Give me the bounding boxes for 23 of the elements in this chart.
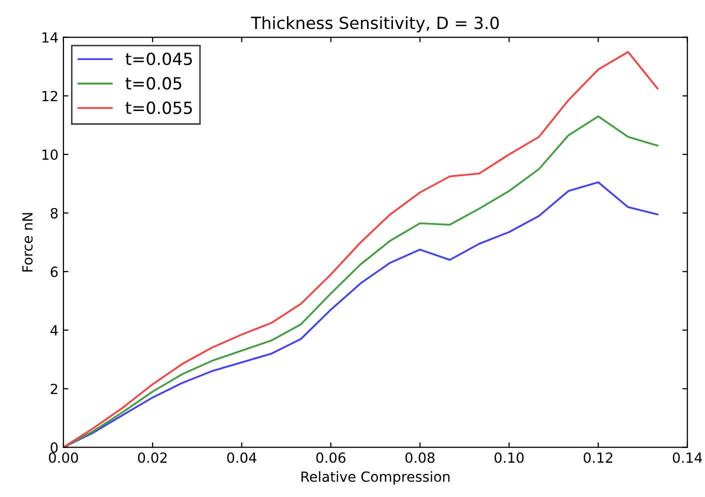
y-axis-title: Force nN (22, 213, 33, 272)
legend-label: t=0.05 (126, 77, 182, 90)
y-tick-label: 10 (42, 149, 58, 160)
x-tick-label: 0.12 (584, 452, 612, 463)
y-tick-label: 8 (50, 208, 58, 218)
x-tick-label: 0.10 (494, 452, 524, 463)
legend-label: t=0.055 (126, 101, 192, 114)
line-series (63, 51, 658, 448)
x-tick-label: 0.14 (672, 452, 702, 463)
y-tick-label: 4 (50, 325, 58, 336)
x-tick-label: 0.08 (405, 452, 434, 463)
x-tick-label: 0.00 (48, 452, 78, 463)
x-tick-label: 0.06 (316, 452, 346, 463)
y-tick-label: 14 (42, 32, 58, 43)
legend-label: t=0.045 (126, 52, 192, 66)
x-axis-title: Relative Compression (302, 471, 450, 485)
y-tick-label: 2 (50, 384, 58, 394)
chart-title: Thickness Sensitivity, D = 3.0 (250, 16, 499, 32)
y-tick-label: 0 (50, 442, 58, 453)
x-tick-label: 0.04 (227, 452, 256, 463)
x-tick-label: 0.02 (138, 452, 167, 463)
y-tick-label: 12 (42, 90, 58, 102)
y-tick-label: 6 (50, 266, 58, 278)
